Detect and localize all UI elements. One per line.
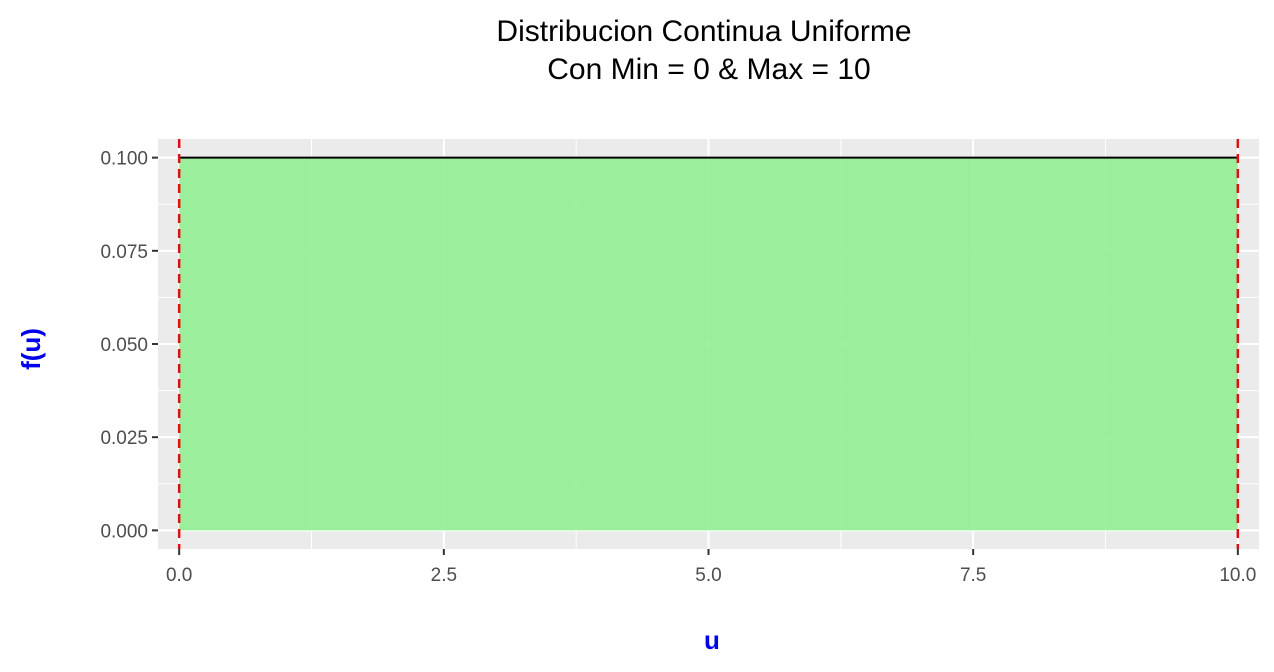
y-axis: 0.000 0.025 0.050 0.075 0.100	[100, 149, 158, 542]
x-tick-label: 10.0	[1219, 565, 1256, 586]
x-tick-label: 5.0	[695, 565, 721, 586]
chart-title: Distribucion Continua Uniforme	[496, 15, 911, 48]
x-axis: 0.0 2.5 5.0 7.5 10.0	[166, 549, 1256, 586]
x-tick-label: 7.5	[960, 565, 986, 586]
y-tick-label: 0.000	[100, 521, 148, 542]
y-axis-title: f(u)	[16, 328, 46, 370]
x-axis-title: u	[704, 625, 720, 655]
x-tick-label: 0.0	[166, 565, 192, 586]
density-area	[179, 157, 1238, 531]
y-tick-label: 0.050	[100, 335, 148, 356]
x-tick-label: 2.5	[431, 565, 457, 586]
y-tick-label: 0.075	[100, 242, 148, 263]
chart-marks	[177, 139, 1240, 549]
chart-subtitle: Con Min = 0 & Max = 10	[547, 53, 871, 86]
y-tick-label: 0.025	[100, 428, 148, 449]
y-tick-label: 0.100	[100, 149, 148, 170]
